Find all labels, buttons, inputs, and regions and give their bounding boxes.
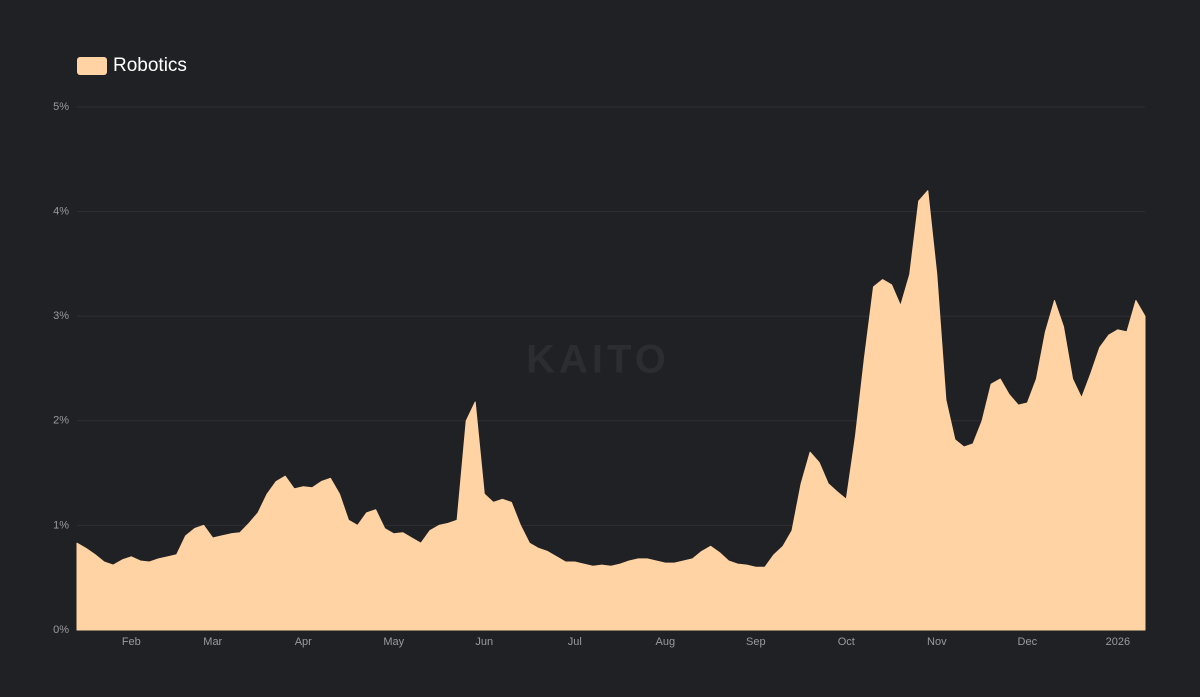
x-tick-label: Sep	[746, 636, 766, 648]
y-tick-label: 3%	[53, 310, 69, 322]
x-tick-label: Apr	[295, 636, 312, 648]
x-tick-label: Feb	[122, 636, 141, 648]
legend-label: Robotics	[113, 55, 187, 76]
x-tick-label: May	[383, 636, 404, 648]
y-tick-label: 4%	[53, 206, 69, 218]
x-tick-label: Aug	[656, 636, 676, 648]
y-tick-label: 1%	[53, 519, 69, 531]
watermark: KAITO	[526, 338, 670, 382]
x-tick-label: Oct	[838, 636, 855, 648]
x-tick-label: 2026	[1106, 636, 1130, 648]
x-tick-label: Jul	[568, 636, 582, 648]
x-tick-label: Dec	[1018, 636, 1038, 648]
y-tick-label: 5%	[53, 101, 69, 113]
y-tick-label: 0%	[53, 624, 69, 636]
y-tick-label: 2%	[53, 415, 69, 427]
x-tick-label: Nov	[927, 636, 947, 648]
x-tick-label: Jun	[475, 636, 493, 648]
area	[76, 190, 1146, 631]
x-tick-label: Mar	[203, 636, 222, 648]
legend-swatch	[77, 57, 107, 75]
